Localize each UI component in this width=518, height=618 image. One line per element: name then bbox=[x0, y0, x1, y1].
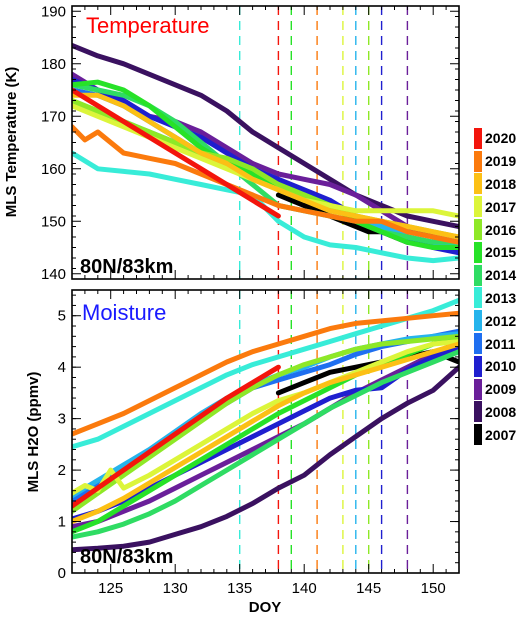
legend-swatch bbox=[474, 378, 482, 400]
legend-label: 2013 bbox=[485, 289, 517, 306]
moisture-series-2019 bbox=[72, 310, 459, 437]
year-legend: 2020 2019 2018 2017 2016 2015 2014 2013 2012 2011… bbox=[474, 127, 518, 446]
moisture-panel: 125 130 135 140 145 150 0 1 2 3 4 5 Moisture 80N/83… bbox=[25, 289, 460, 616]
moisture-ytick-label: 1 bbox=[58, 514, 66, 531]
legend-label: 2007 bbox=[485, 426, 517, 443]
moisture-series-2016 bbox=[72, 333, 459, 514]
temperature-ytick-label: 140 bbox=[41, 266, 66, 283]
legend-label: 2012 bbox=[485, 312, 517, 329]
temperature-location-label: 80N/83km bbox=[80, 256, 173, 278]
legend-item-2019: 2019 bbox=[474, 150, 518, 173]
moisture-ytick-label: 3 bbox=[58, 411, 66, 428]
legend-swatch bbox=[474, 401, 482, 423]
moisture-series-2014 bbox=[72, 349, 459, 540]
legend-swatch bbox=[474, 424, 482, 446]
legend-item-2009: 2009 bbox=[474, 378, 518, 401]
moisture-xtick-label: 135 bbox=[227, 580, 252, 597]
legend-swatch bbox=[474, 150, 482, 172]
legend-label: 2019 bbox=[485, 153, 517, 170]
moisture-ticks: 125 130 135 140 145 150 0 1 2 3 4 5 bbox=[58, 290, 460, 597]
legend-item-2016: 2016 bbox=[474, 218, 518, 241]
legend-item-2013: 2013 bbox=[474, 287, 518, 310]
moisture-xlabel: DOY bbox=[249, 599, 282, 616]
moisture-location-label: 80N/83km bbox=[80, 546, 173, 568]
legend-swatch bbox=[474, 196, 482, 218]
legend-swatch bbox=[474, 310, 482, 332]
legend-label: 2016 bbox=[485, 221, 517, 238]
moisture-xtick-label: 145 bbox=[356, 580, 381, 597]
moisture-series-2015 bbox=[72, 333, 459, 535]
legend-swatch bbox=[474, 173, 482, 195]
legend-item-2011: 2011 bbox=[474, 332, 518, 355]
legend-label: 2009 bbox=[485, 381, 517, 398]
temperature-ytick-label: 190 bbox=[41, 3, 66, 20]
temperature-series bbox=[72, 42, 459, 264]
temperature-series-2019 bbox=[72, 124, 459, 245]
legend-item-2008: 2008 bbox=[474, 401, 518, 424]
legend-item-2012: 2012 bbox=[474, 309, 518, 332]
moisture-ylabel: MLS H2O (ppmv) bbox=[25, 372, 42, 493]
moisture-series-2020 bbox=[72, 364, 281, 509]
temperature-ticks: 140 150 160 170 180 190 bbox=[41, 3, 460, 283]
moisture-ytick-label: 0 bbox=[58, 565, 66, 582]
legend-swatch bbox=[474, 219, 482, 241]
moisture-series-2008 bbox=[72, 364, 459, 553]
moisture-series-2017 bbox=[72, 339, 459, 496]
legend-swatch bbox=[474, 127, 482, 149]
legend-item-2014: 2014 bbox=[474, 264, 518, 287]
temperature-title: Temperature bbox=[86, 13, 210, 38]
moisture-ytick-label: 4 bbox=[58, 359, 66, 376]
moisture-xtick-label: 125 bbox=[98, 580, 123, 597]
temperature-ylabel: MLS Temperature (K) bbox=[3, 67, 20, 218]
legend-label: 2011 bbox=[485, 335, 516, 352]
legend-item-2010: 2010 bbox=[474, 355, 518, 378]
moisture-series-2018 bbox=[72, 341, 459, 524]
legend-item-2015: 2015 bbox=[474, 241, 518, 264]
temperature-series-2020 bbox=[72, 87, 281, 219]
temperature-ytick-label: 160 bbox=[41, 161, 66, 178]
legend-label: 2014 bbox=[485, 267, 517, 284]
legend-label: 2015 bbox=[485, 244, 517, 261]
moisture-xtick-label: 140 bbox=[292, 580, 317, 597]
moisture-xtick-label: 150 bbox=[421, 580, 446, 597]
temperature-ytick-label: 180 bbox=[41, 56, 66, 73]
moisture-series-2009 bbox=[72, 339, 459, 530]
legend-swatch bbox=[474, 264, 482, 286]
moisture-xtick-label: 130 bbox=[163, 580, 188, 597]
moisture-ytick-label: 2 bbox=[58, 462, 66, 479]
temperature-vlines bbox=[238, 6, 409, 279]
legend-swatch bbox=[474, 333, 482, 355]
temperature-ytick-label: 170 bbox=[41, 108, 66, 125]
legend-swatch bbox=[474, 287, 482, 309]
legend-swatch bbox=[474, 241, 482, 263]
legend-label: 2008 bbox=[485, 403, 517, 420]
legend-swatch bbox=[474, 355, 482, 377]
moisture-series-2013 bbox=[72, 297, 459, 450]
legend-item-2007: 2007 bbox=[474, 423, 518, 446]
legend-item-2020: 2020 bbox=[474, 127, 518, 150]
legend-label: 2017 bbox=[485, 198, 517, 215]
legend-label: 2020 bbox=[485, 130, 517, 147]
temperature-ytick-label: 150 bbox=[41, 213, 66, 230]
moisture-series bbox=[72, 297, 459, 553]
moisture-ytick-label: 5 bbox=[58, 308, 66, 325]
legend-label: 2010 bbox=[485, 358, 517, 375]
legend-item-2017: 2017 bbox=[474, 195, 518, 218]
legend-label: 2018 bbox=[485, 175, 517, 192]
moisture-title: Moisture bbox=[82, 300, 166, 325]
legend-item-2018: 2018 bbox=[474, 173, 518, 196]
